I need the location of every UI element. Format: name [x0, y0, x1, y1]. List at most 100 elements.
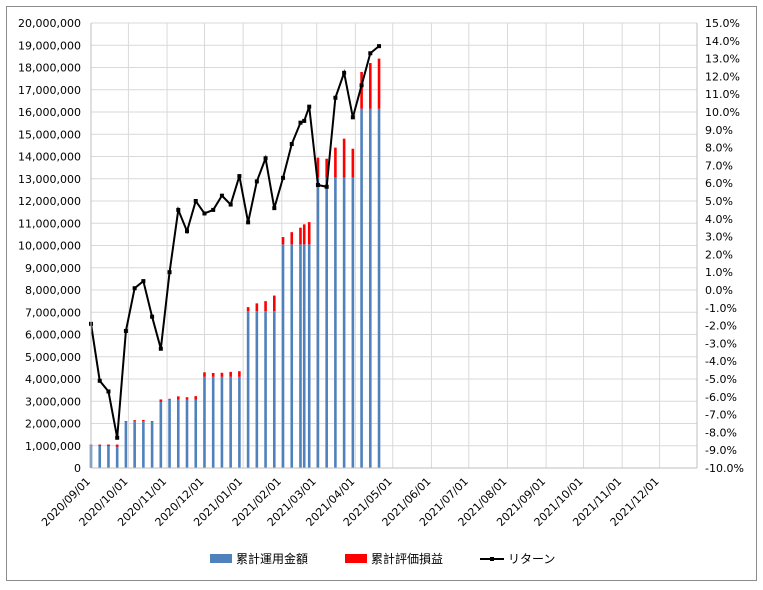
bar-cumulative-gain	[238, 371, 241, 377]
bar-cumulative-gain	[185, 397, 189, 400]
y-left-tick-label: 19,000,000	[18, 39, 81, 52]
y-right-tick-label: 5.0%	[705, 195, 733, 208]
bar-cumulative-gain	[211, 372, 215, 377]
y-right-tick-label: 3.0%	[705, 231, 733, 244]
y-left-tick-label: 6,000,000	[25, 329, 81, 342]
return-marker	[324, 184, 329, 189]
bar-cumulative-gain	[107, 444, 110, 446]
y-right-tick-label: -5.0%	[705, 373, 737, 386]
bar-cumulative-gain	[220, 372, 224, 377]
return-marker	[263, 156, 268, 161]
return-marker	[377, 44, 382, 49]
return-line-series	[89, 44, 382, 440]
bar-cumulative-gain	[342, 138, 346, 178]
y-right-tick-label: 10.0%	[705, 106, 740, 119]
y-left-tick-label: 7,000,000	[25, 306, 81, 319]
return-marker	[333, 95, 338, 100]
return-marker	[281, 175, 286, 180]
bar-cumulative-investment	[133, 421, 136, 468]
bar-cumulative-gain	[246, 307, 250, 312]
y-right-tick-label: 7.0%	[705, 159, 733, 172]
bar-cumulative-investment	[302, 244, 306, 468]
return-marker	[272, 206, 277, 211]
y-right-tick-label: -9.0%	[705, 444, 737, 457]
y-left-tick-label: 11,000,000	[18, 217, 81, 230]
bar-cumulative-investment	[203, 376, 206, 468]
return-marker	[132, 286, 137, 291]
bar-cumulative-gain	[302, 224, 306, 245]
y-right-tick-label: 12.0%	[705, 70, 740, 83]
bar-cumulative-gain	[203, 372, 206, 377]
bar-cumulative-investment	[360, 108, 363, 468]
return-marker	[315, 182, 320, 187]
y-right-tick-label: 9.0%	[705, 124, 733, 137]
return-marker	[307, 104, 312, 109]
return-marker	[106, 389, 111, 394]
bar-cumulative-gain	[299, 227, 302, 245]
bar-cumulative-gain	[264, 301, 267, 312]
y-right-tick-label: -7.0%	[705, 409, 737, 422]
bar-cumulative-gain	[168, 398, 171, 400]
y-right-tick-label: 0.0%	[705, 284, 733, 297]
y-left-tick-label: 10,000,000	[18, 240, 81, 253]
bar-cumulative-investment	[307, 244, 311, 468]
bar-cumulative-investment	[159, 399, 163, 468]
bar-cumulative-investment	[220, 376, 224, 468]
y-left-tick-label: 4,000,000	[25, 373, 81, 386]
bar-cumulative-investment	[194, 399, 198, 468]
return-marker	[115, 435, 120, 440]
y-right-tick-label: -10.0%	[705, 462, 744, 475]
y-left-tick-label: 9,000,000	[25, 262, 81, 275]
y-left-tick-label: 8,000,000	[25, 284, 81, 297]
bar-cumulative-investment	[290, 244, 294, 468]
bar-cumulative-investment	[142, 421, 145, 468]
return-marker	[158, 346, 163, 351]
legend-swatch-investment	[210, 554, 232, 563]
bar-cumulative-gain	[377, 58, 381, 109]
legend-label-investment: 累計運用金額	[236, 551, 308, 566]
return-marker	[176, 207, 181, 212]
y-left-tick-label: 5,000,000	[25, 351, 81, 364]
return-marker	[254, 179, 259, 184]
bar-cumulative-investment	[316, 177, 320, 468]
bar-cumulative-investment	[98, 444, 102, 468]
bar-cumulative-investment	[351, 177, 355, 468]
legend: 累計運用金額 累計評価損益 リターン	[210, 551, 555, 566]
bar-cumulative-investment	[124, 421, 128, 468]
return-marker	[246, 220, 251, 225]
bar-cumulative-investment	[281, 244, 285, 468]
bar-cumulative-gain	[255, 303, 259, 312]
return-marker	[167, 270, 172, 275]
return-marker	[228, 202, 233, 207]
y-right-tick-label: -2.0%	[705, 320, 737, 333]
y-right-tick-label: 13.0%	[705, 53, 740, 66]
bar-cumulative-investment	[168, 399, 171, 468]
return-marker	[193, 199, 198, 203]
bar-cumulative-gain	[159, 399, 163, 402]
bar-cumulative-investment	[238, 376, 241, 468]
bar-cumulative-gain	[142, 419, 145, 422]
bar-cumulative-investment	[334, 177, 337, 468]
y-left-tick-label: 16,000,000	[18, 106, 81, 119]
y-right-tick-label: 2.0%	[705, 248, 733, 261]
y-right-tick-label: 1.0%	[705, 266, 733, 279]
return-marker	[289, 142, 294, 147]
bar-series	[89, 58, 381, 468]
return-marker	[219, 193, 224, 198]
bar-cumulative-gain	[98, 444, 102, 446]
y-right-tick-label: -1.0%	[705, 302, 737, 315]
return-marker	[185, 229, 190, 234]
legend-swatch-return-marker	[490, 557, 494, 561]
bar-cumulative-investment	[229, 376, 232, 468]
bar-cumulative-investment	[342, 177, 346, 468]
return-marker	[302, 118, 307, 123]
bar-cumulative-gain	[150, 421, 154, 422]
bar-cumulative-gain	[325, 158, 328, 178]
y-left-tick-label: 13,000,000	[18, 173, 81, 186]
y-right-tick-label: -4.0%	[705, 355, 737, 368]
bar-cumulative-gain	[290, 232, 294, 245]
y-left-tick-label: 12,000,000	[18, 195, 81, 208]
bar-cumulative-gain	[176, 396, 180, 400]
y-right-tick-label: 15.0%	[705, 17, 740, 30]
